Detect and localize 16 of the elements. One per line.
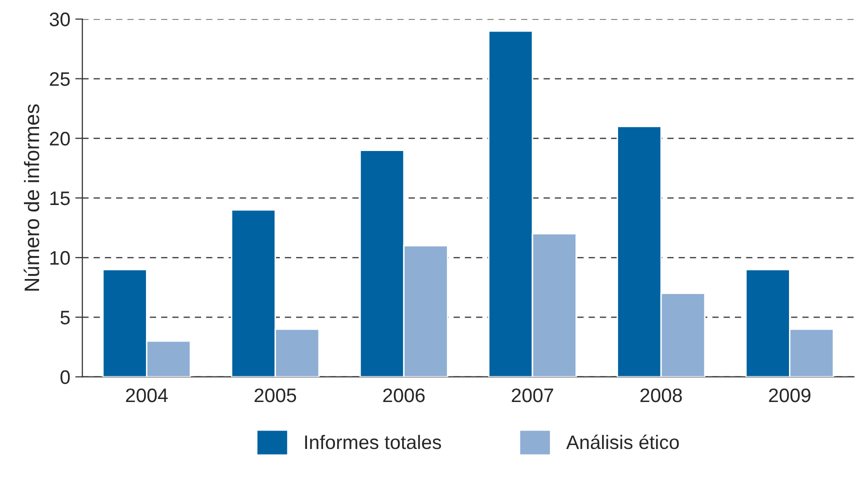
- y-tick-label: 10: [50, 251, 70, 265]
- y-tick-label: 30: [50, 12, 70, 26]
- y-tick-label: 15: [50, 192, 70, 206]
- y-axis-title: Número de informes: [24, 104, 40, 291]
- x-tick-label: 2007: [512, 388, 554, 402]
- x-tick-label: 2008: [640, 388, 682, 402]
- y-tick-label: 20: [50, 132, 70, 146]
- x-tick-label: 2006: [383, 388, 425, 402]
- y-tick-label: 0: [60, 370, 70, 384]
- x-tick-label: 2009: [769, 388, 810, 402]
- legend-label: Análisis ético: [566, 434, 679, 450]
- y-tick-label: 5: [60, 310, 70, 324]
- x-tick-label: 2004: [126, 388, 168, 402]
- y-tick-label: 25: [50, 72, 70, 86]
- legend-label: Informes totales: [305, 434, 442, 450]
- x-tick-label: 2005: [254, 388, 296, 402]
